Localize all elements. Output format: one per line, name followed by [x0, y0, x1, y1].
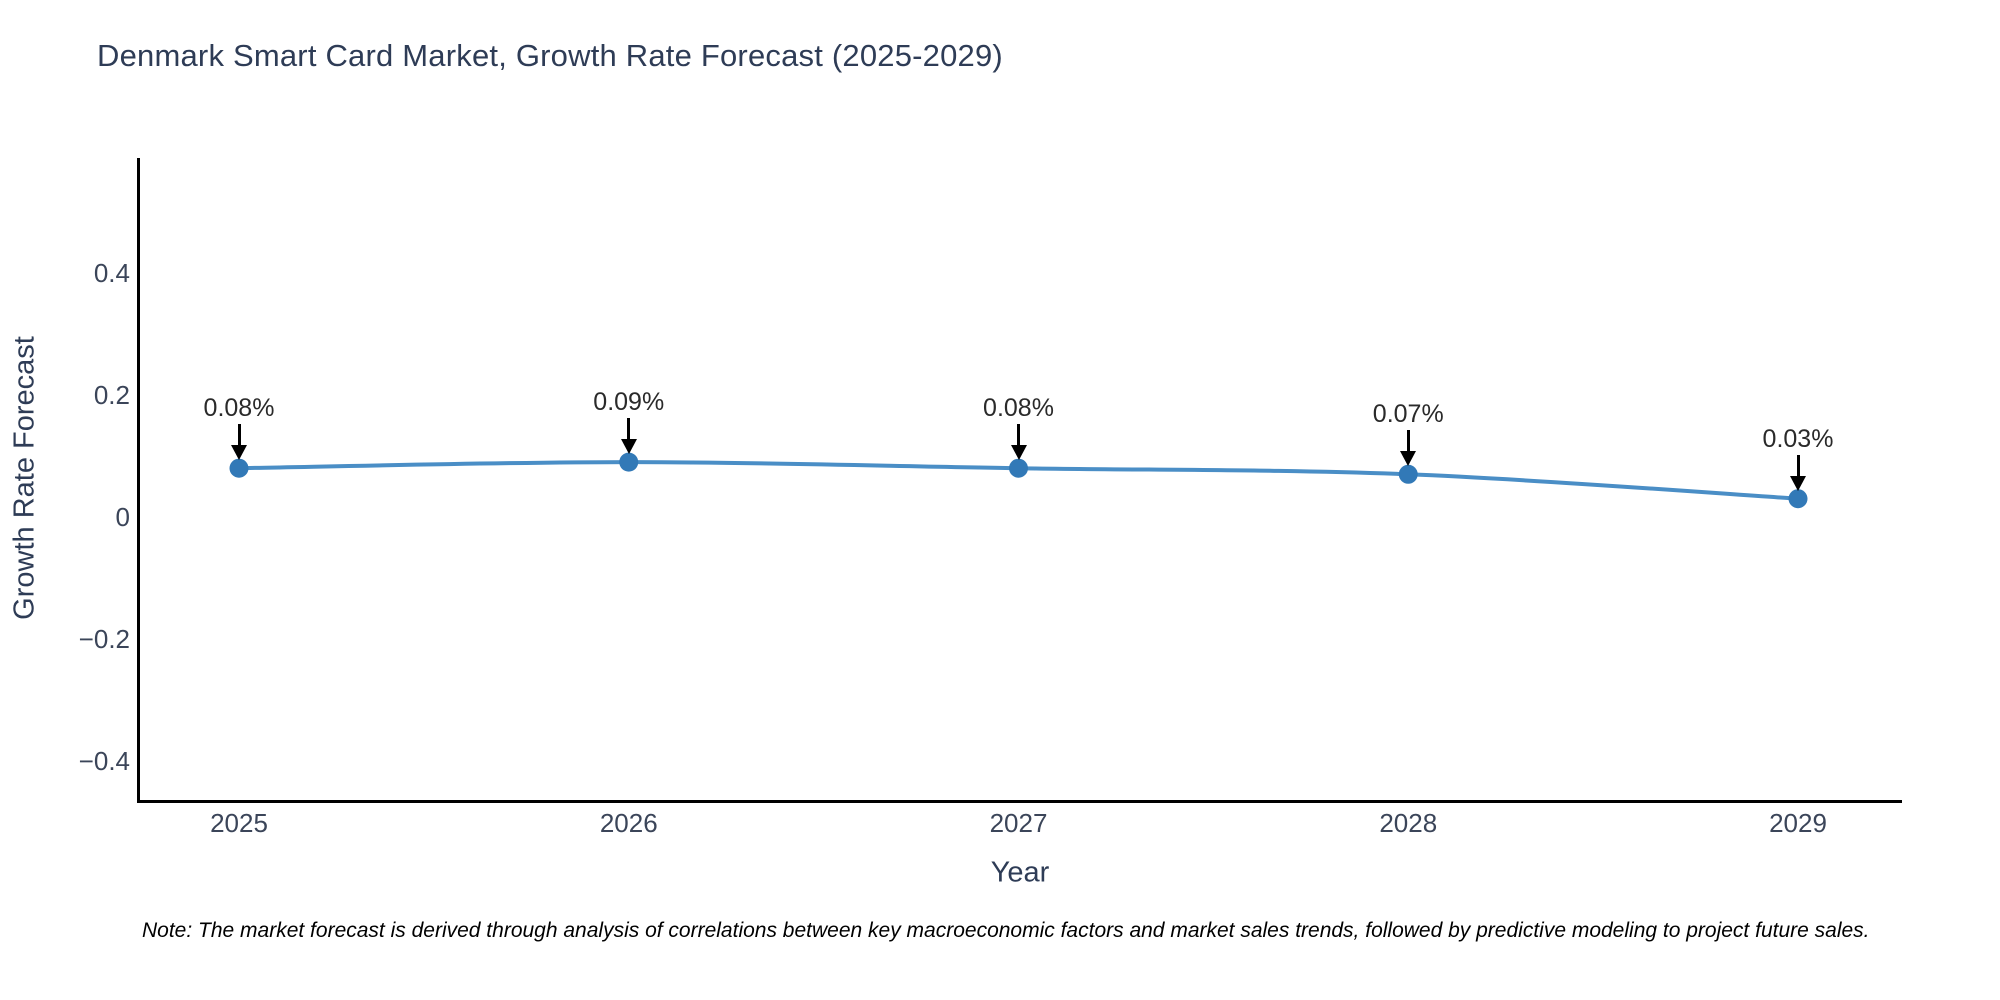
x-tick-label: 2025 — [210, 808, 268, 838]
chart-title: Denmark Smart Card Market, Growth Rate F… — [97, 38, 1003, 73]
y-tick-label: −0.4 — [78, 746, 130, 776]
x-axis-title: Year — [990, 856, 1050, 889]
annotation-label: 0.08% — [983, 394, 1054, 423]
data-point-marker — [1398, 464, 1418, 484]
annotation-arrowhead-icon — [1400, 451, 1417, 467]
y-tick-label: 0.2 — [93, 380, 130, 410]
annotation-label: 0.03% — [1762, 424, 1834, 453]
annotation-label: 0.08% — [203, 394, 275, 423]
x-tick-label: 2029 — [1769, 808, 1827, 838]
annotation-label: 0.07% — [1372, 400, 1444, 429]
y-tick-label: 0 — [115, 502, 130, 532]
annotation-arrowhead-icon — [231, 445, 247, 461]
x-tick-label: 2026 — [599, 808, 658, 838]
annotation-arrow — [1796, 454, 1800, 476]
y-tick-label: 0.4 — [93, 258, 130, 288]
annotation-arrow — [237, 424, 241, 446]
annotation-arrowhead-icon — [620, 439, 637, 455]
data-point-marker — [1788, 489, 1808, 509]
x-tick-label: 2027 — [989, 808, 1048, 838]
chart-note: Note: The market forecast is derived thr… — [142, 919, 1870, 942]
annotation-label: 0.09% — [593, 388, 665, 417]
data-point-marker — [229, 458, 249, 478]
annotation-arrowhead-icon — [1010, 445, 1027, 461]
data-point-marker — [619, 452, 639, 472]
y-axis-line — [137, 158, 140, 803]
x-axis-line — [137, 800, 1902, 803]
annotation-arrow — [1017, 424, 1020, 446]
x-tick-label: 2028 — [1379, 808, 1438, 838]
y-tick-label: −0.2 — [78, 624, 130, 654]
annotation-arrowhead-icon — [1790, 475, 1806, 491]
data-point-marker — [1009, 458, 1028, 478]
annotation-arrow — [627, 418, 631, 440]
annotation-arrow — [1406, 430, 1410, 452]
